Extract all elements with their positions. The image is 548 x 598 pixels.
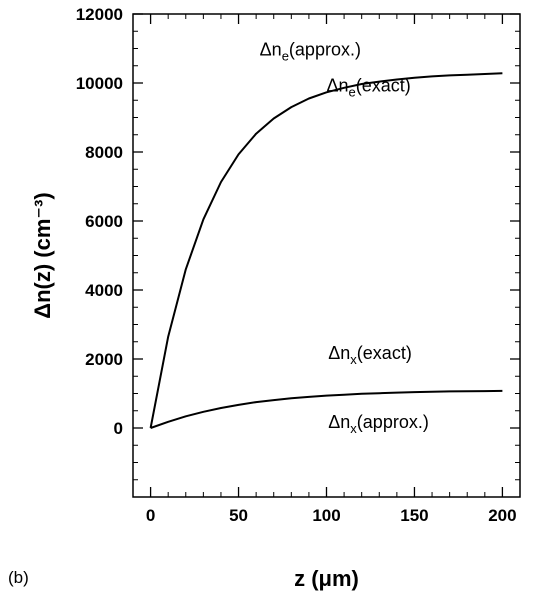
series-line <box>149 72 503 429</box>
plot-area <box>132 13 521 498</box>
y-tick-label: 10000 <box>76 74 123 93</box>
y-axis-title: Δn(z) (cm⁻³) <box>30 192 55 318</box>
y-tick-labels: 0 2000 4000 6000 8000 10000 12000 <box>76 5 123 438</box>
panel-label: (b) <box>8 568 29 587</box>
y-tick-label: 12000 <box>76 5 123 24</box>
x-tick-labels: 0 50 100 150 200 <box>146 506 517 525</box>
x-tick-label: 0 <box>146 506 155 525</box>
x-tick-label: 150 <box>400 506 428 525</box>
y-tick-label: 6000 <box>85 212 123 231</box>
annotation: Δne(exact) <box>327 76 411 100</box>
x-tick-label: 100 <box>312 506 340 525</box>
annotation: Δne(approx.) <box>260 39 361 63</box>
series-line <box>150 389 503 429</box>
y-tick-label: 8000 <box>85 143 123 162</box>
series-layer <box>149 72 503 429</box>
x-tick-label: 200 <box>488 506 516 525</box>
x-tick-label: 50 <box>229 506 248 525</box>
y-tick-label: 0 <box>114 419 123 438</box>
annotation-layer: Δne(approx.) Δne(exact) Δnx(exact) Δnx(appr… <box>260 39 429 436</box>
annotation: Δnx(approx.) <box>328 412 429 436</box>
y-tick-label: 2000 <box>85 350 123 369</box>
x-axis-title: z (μm) <box>294 566 359 591</box>
minor-ticks <box>132 14 521 498</box>
major-ticks <box>133 13 520 497</box>
y-tick-label: 4000 <box>85 281 123 300</box>
annotation: Δnx(exact) <box>328 343 412 367</box>
